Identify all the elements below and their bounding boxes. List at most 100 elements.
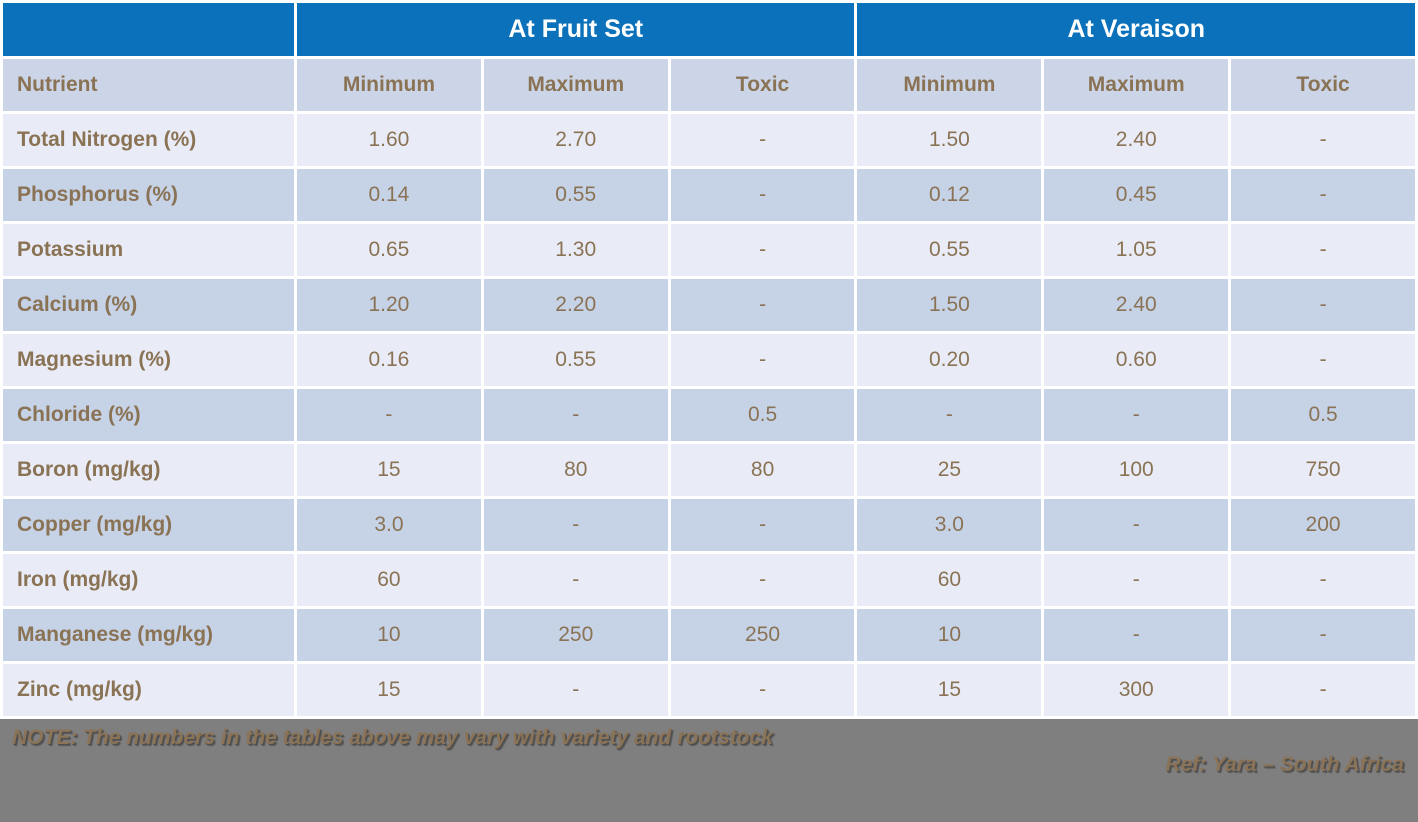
value-cell: 0.16 [297,334,481,386]
nutrient-name-cell: Phosphorus (%) [3,169,294,221]
value-cell: - [1044,609,1229,661]
value-cell: 1.05 [1044,224,1229,276]
value-cell: 60 [857,554,1042,606]
value-cell: 0.55 [483,169,668,221]
corner-blank-cell [3,3,294,56]
value-cell: 0.55 [483,334,668,386]
value-cell: 0.5 [1231,389,1415,441]
table-row: Phosphorus (%) 0.14 0.55-0.12 0.45- [3,169,1415,221]
table-row: Iron (mg/kg) 60- -60- - [3,554,1415,606]
value-cell: - [1231,169,1415,221]
value-cell: 100 [1044,444,1229,496]
value-cell: 300 [1044,664,1229,716]
value-cell: - [670,279,855,331]
value-cell: - [1231,609,1415,661]
nutrient-name-cell: Calcium (%) [3,279,294,331]
table-row: Boron (mg/kg) 15 80 80 25 100 750 [3,444,1415,496]
value-cell: 0.5 [670,389,855,441]
value-cell: - [1044,499,1229,551]
value-cell: - [857,389,1042,441]
group-header-veraison: At Veraison [857,3,1415,56]
value-cell: 1.30 [483,224,668,276]
value-cell: 750 [1231,444,1415,496]
value-cell: 15 [297,444,481,496]
value-cell: 0.12 [857,169,1042,221]
value-cell: 1.60 [297,114,481,166]
value-cell: - [670,499,855,551]
value-cell: 3.0 [297,499,481,551]
nutrient-name-cell: Total Nitrogen (%) [3,114,294,166]
value-cell: 2.20 [483,279,668,331]
value-cell: 10 [857,609,1042,661]
column-header-veraison-minimum: Minimum [857,59,1042,111]
value-cell: - [1231,279,1415,331]
value-cell: - [670,224,855,276]
table-row: Magnesium (%) 0.16 0.55-0.20 0.60- [3,334,1415,386]
column-header-veraison-maximum: Maximum [1044,59,1229,111]
value-cell: - [483,554,668,606]
column-header-row: Nutrient Minimum Maximum Toxic Minimum M… [3,59,1415,111]
value-cell: - [1231,664,1415,716]
value-cell: 15 [857,664,1042,716]
value-cell: 3.0 [857,499,1042,551]
nutrient-name-cell: Manganese (mg/kg) [3,609,294,661]
table-body: Total Nitrogen (%) 1.60 2.70-1.50 2.40- Phos… [3,114,1415,716]
value-cell: 60 [297,554,481,606]
value-cell: 25 [857,444,1042,496]
value-cell: - [670,554,855,606]
group-header-fruit-set: At Fruit Set [297,3,855,56]
value-cell: - [670,664,855,716]
value-cell: 200 [1231,499,1415,551]
table-row: Calcium (%) 1.20 2.20-1.50 2.40- [3,279,1415,331]
value-cell: 1.50 [857,279,1042,331]
value-cell: - [1044,389,1229,441]
nutrient-standards-table: At Fruit Set At Veraison Nutrient Minimu… [3,3,1415,716]
value-cell: 15 [297,664,481,716]
value-cell: 1.20 [297,279,481,331]
column-header-fruitset-minimum: Minimum [297,59,481,111]
value-cell: 0.55 [857,224,1042,276]
nutrient-name-cell: Zinc (mg/kg) [3,664,294,716]
table-row: Manganese (mg/kg) 10 250 250 10- - [3,609,1415,661]
value-cell: 10 [297,609,481,661]
table-row: Total Nitrogen (%) 1.60 2.70-1.50 2.40- [3,114,1415,166]
value-cell: 2.40 [1044,279,1229,331]
column-header-fruitset-toxic: Toxic [670,59,855,111]
nutrient-name-cell: Chloride (%) [3,389,294,441]
table-row: Chloride (%) - -0.5- -0.5 [3,389,1415,441]
value-cell: 0.14 [297,169,481,221]
group-header-row: At Fruit Set At Veraison [3,3,1415,56]
value-cell: - [670,114,855,166]
value-cell: 2.40 [1044,114,1229,166]
nutrient-name-cell: Magnesium (%) [3,334,294,386]
value-cell: - [670,334,855,386]
value-cell: - [483,499,668,551]
column-header-nutrient: Nutrient [3,59,294,111]
column-header-fruitset-maximum: Maximum [483,59,668,111]
value-cell: 80 [670,444,855,496]
value-cell: - [1231,334,1415,386]
nutrient-name-cell: Boron (mg/kg) [3,444,294,496]
note-text: NOTE: The numbers in the tables above ma… [12,726,773,749]
value-cell: - [1044,554,1229,606]
nutrient-name-cell: Potassium [3,224,294,276]
value-cell: - [670,169,855,221]
value-cell: 80 [483,444,668,496]
table-row: Copper (mg/kg) 3.0- -3.0-200 [3,499,1415,551]
value-cell: - [483,664,668,716]
table-row: Potassium 0.65 1.30-0.55 1.05- [3,224,1415,276]
nutrient-name-cell: Copper (mg/kg) [3,499,294,551]
value-cell: 250 [483,609,668,661]
value-cell: 0.45 [1044,169,1229,221]
value-cell: 1.50 [857,114,1042,166]
table-row: Zinc (mg/kg) 15- -15 300- [3,664,1415,716]
value-cell: 250 [670,609,855,661]
value-cell: 0.60 [1044,334,1229,386]
column-header-veraison-toxic: Toxic [1231,59,1415,111]
footer-bar: NOTE: The numbers in the tables above ma… [0,719,1418,822]
value-cell: 2.70 [483,114,668,166]
value-cell: - [1231,554,1415,606]
nutrient-name-cell: Iron (mg/kg) [3,554,294,606]
value-cell: - [1231,224,1415,276]
